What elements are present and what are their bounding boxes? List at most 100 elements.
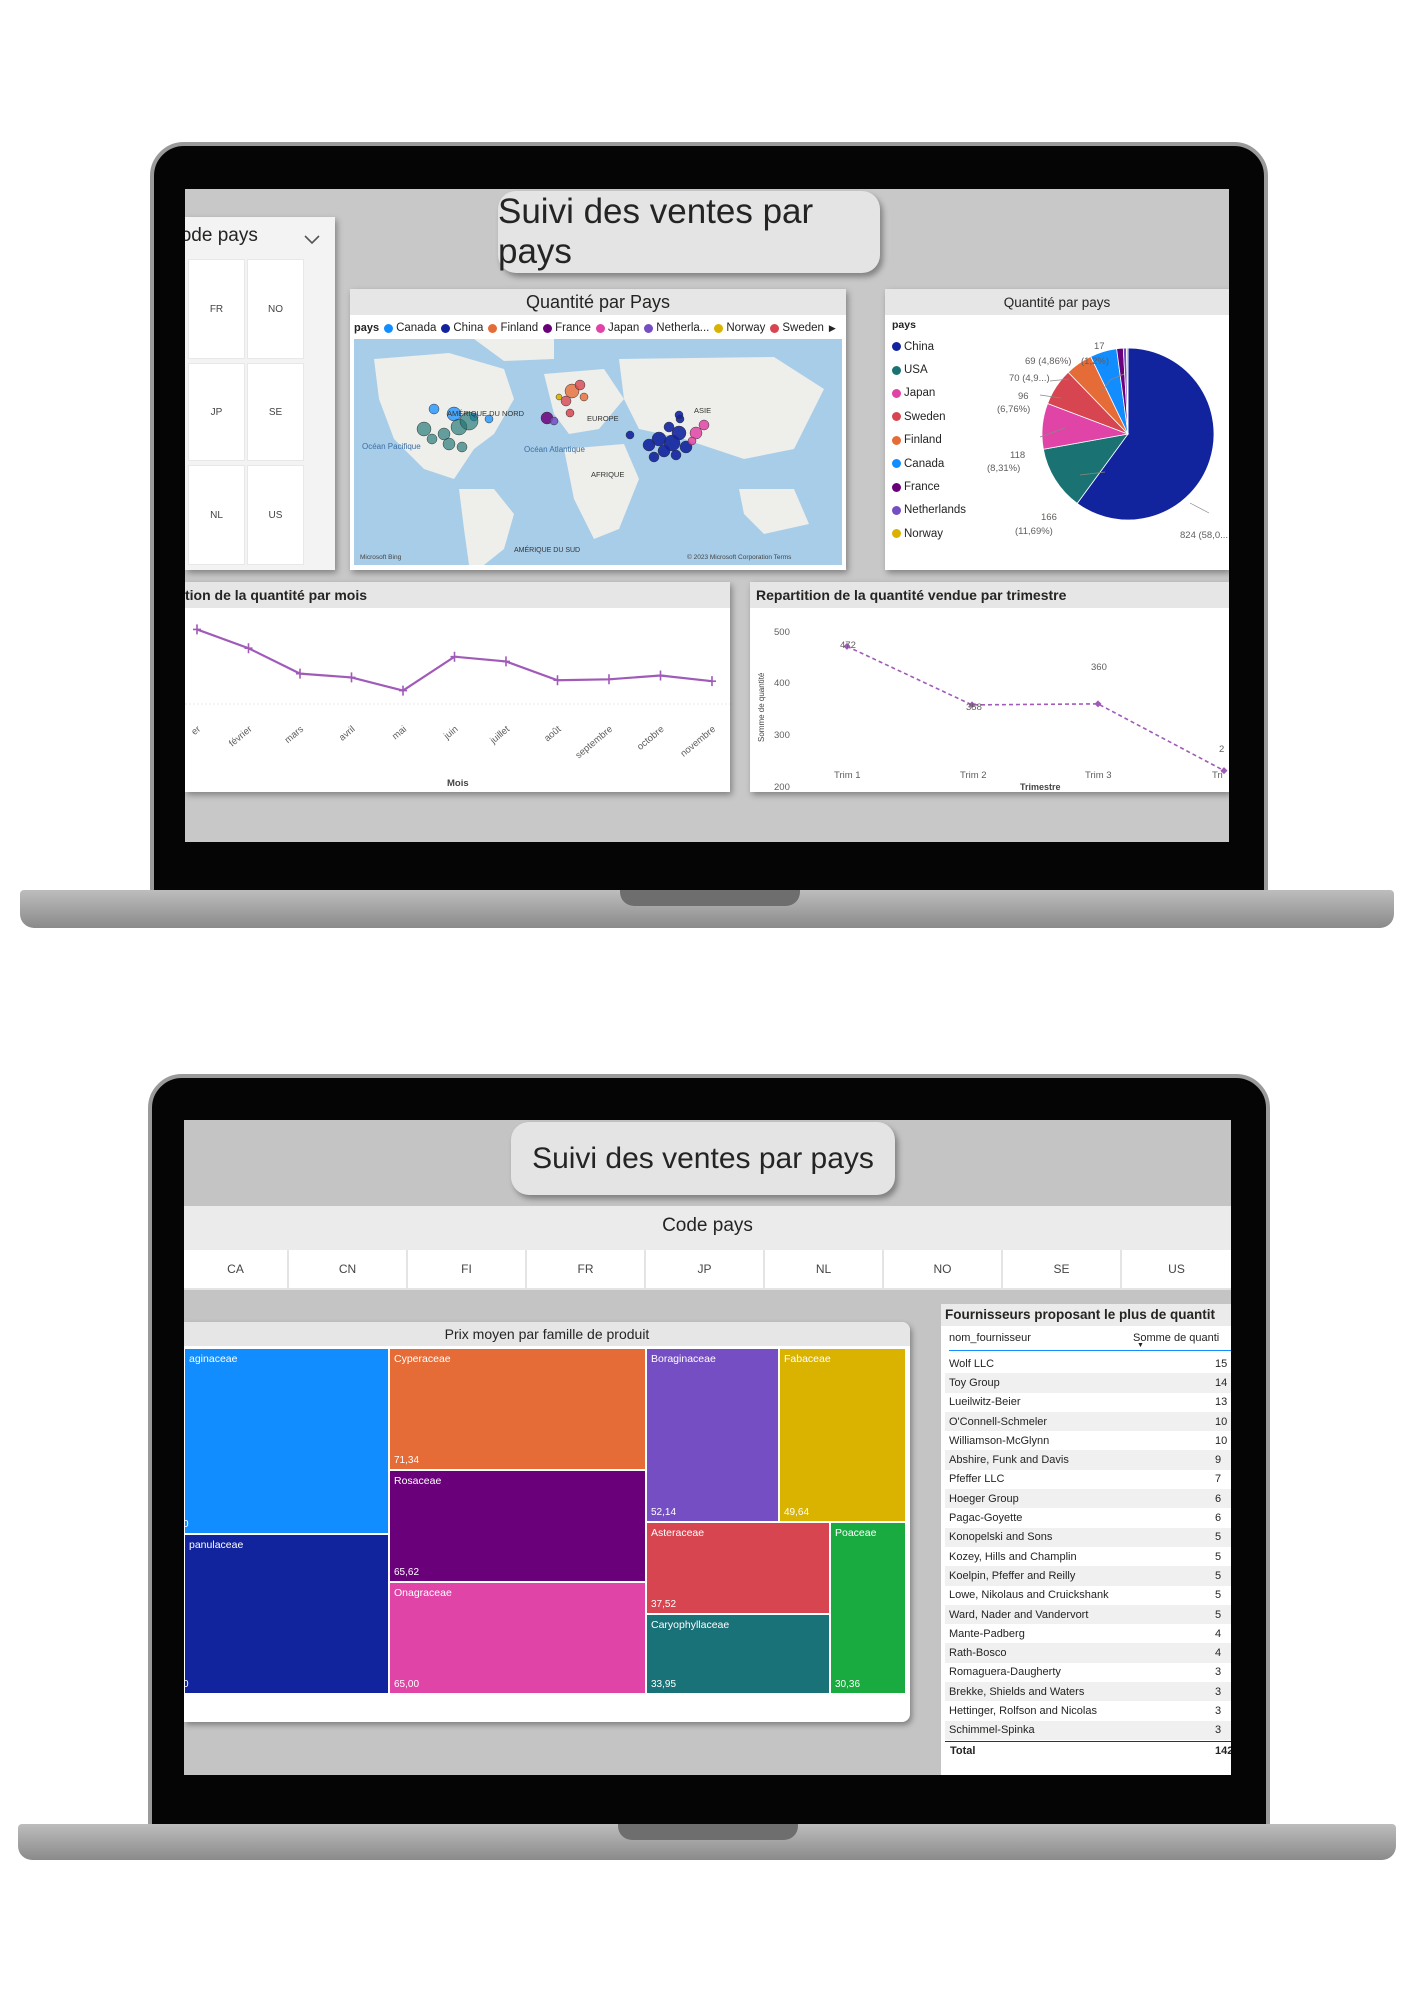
map-bubble[interactable] <box>574 379 586 391</box>
line-marker[interactable] <box>656 670 665 681</box>
line-marker[interactable] <box>605 674 613 685</box>
table-row[interactable]: O'Connell-Schmeler 10 <box>945 1411 1231 1432</box>
slicer-code-no[interactable]: NO <box>247 259 304 359</box>
pie-legend-china[interactable]: China <box>892 335 966 358</box>
table-row[interactable]: Lowe, Nikolaus and Cruickshank 5 <box>945 1585 1231 1605</box>
quarter-marker[interactable] <box>968 701 976 709</box>
map-bubble[interactable] <box>426 433 438 445</box>
pie-legend-sweden[interactable]: Sweden <box>892 405 966 428</box>
map-bubble[interactable] <box>687 436 697 446</box>
legend-japan[interactable]: Japan <box>595 322 639 334</box>
map-bubble[interactable] <box>459 411 479 431</box>
quarter-marker[interactable] <box>843 642 851 650</box>
slicer-code-us[interactable]: US <box>247 465 304 565</box>
map-bubble[interactable] <box>625 430 635 440</box>
slicer-code-se[interactable]: SE <box>247 363 304 461</box>
pie-slice-norway[interactable] <box>1126 347 1129 435</box>
pie-legend-finland[interactable]: Finland <box>892 429 966 452</box>
table-row[interactable]: Rath-Bosco 4 <box>945 1643 1231 1663</box>
table-row[interactable]: Pagac-Goyette 6 <box>945 1508 1231 1528</box>
pie-legend-usa[interactable]: USA <box>892 358 966 381</box>
map-bubble[interactable] <box>565 408 575 418</box>
slicer-code-nl[interactable]: NL <box>188 465 245 565</box>
map-bubble[interactable] <box>698 419 710 431</box>
code-fi[interactable]: FI <box>408 1250 527 1288</box>
table-row[interactable]: Koelpin, Pfeffer and Reilly 5 <box>945 1566 1231 1586</box>
line-marker[interactable] <box>399 685 407 696</box>
treemap-cell-boraginaceae[interactable]: Boraginaceae 52,14 <box>646 1348 779 1522</box>
code-nl[interactable]: NL <box>765 1250 884 1288</box>
line-marker[interactable] <box>502 656 510 667</box>
pie-legend-canada[interactable]: Canada <box>892 452 966 475</box>
map-bubble[interactable] <box>549 416 559 426</box>
line-marker[interactable] <box>244 643 253 654</box>
line-marker[interactable] <box>296 668 304 679</box>
treemap[interactable]: aginaceae 0 panulaceae 0 Cyperaceae 71,3… <box>184 1348 906 1694</box>
treemap-cell-asteraceae[interactable]: Asteraceae 37,52 <box>646 1522 830 1614</box>
code-ca[interactable]: CA <box>184 1250 289 1288</box>
line-marker[interactable] <box>347 672 356 683</box>
table-row[interactable]: Romaguera-Daugherty 3 <box>945 1662 1231 1683</box>
table-row[interactable]: Lueilwitz-Beier 13 <box>945 1392 1231 1412</box>
pie-slice-china[interactable] <box>1076 347 1215 521</box>
code-no[interactable]: NO <box>884 1250 1003 1288</box>
line-marker[interactable] <box>553 675 562 686</box>
map-bubble[interactable] <box>560 395 572 407</box>
treemap-cell-cyperaceae[interactable]: Cyperaceae 71,34 <box>389 1348 646 1470</box>
pie-legend-japan[interactable]: Japan <box>892 382 966 405</box>
monthly-line-chart[interactable]: er février mars avril mai juin juillet août sept… <box>185 608 730 792</box>
legend-sweden[interactable]: Sweden <box>770 322 824 334</box>
treemap-cell-onagraceae[interactable]: Onagraceae 65,00 <box>389 1582 646 1694</box>
map-bubble[interactable] <box>671 425 687 441</box>
table-row[interactable]: Kozey, Hills and Champlin 5 <box>945 1546 1231 1567</box>
treemap-cell-fabaceae[interactable]: Fabaceae 49,64 <box>779 1348 906 1522</box>
map-bubble[interactable] <box>484 414 494 424</box>
chevron-down-icon[interactable] <box>303 233 321 251</box>
map-bubble[interactable] <box>674 410 684 420</box>
code-jp[interactable]: JP <box>646 1250 765 1288</box>
code-cn[interactable]: CN <box>289 1250 408 1288</box>
quarterly-line-chart[interactable]: Somme de quantité 500 400 300 200 472 35… <box>750 608 1229 792</box>
treemap-cell-caryophyllaceae[interactable]: Caryophyllaceae 33,95 <box>646 1614 830 1694</box>
quarter-marker[interactable] <box>1220 767 1228 775</box>
sort-desc-icon[interactable]: ▼ <box>1137 1342 1144 1349</box>
map-bubble[interactable] <box>437 427 451 441</box>
map-bubble[interactable] <box>555 393 563 401</box>
quarter-marker[interactable] <box>1094 700 1102 708</box>
treemap-cell-poaceae[interactable]: Poaceae 30,36 <box>830 1522 906 1694</box>
table-row[interactable]: Abshire, Funk and Davis 9 <box>945 1450 1231 1470</box>
table-row[interactable]: Hoeger Group 6 <box>945 1489 1231 1509</box>
code-se[interactable]: SE <box>1003 1250 1122 1288</box>
map-bubble[interactable] <box>648 451 660 463</box>
world-map[interactable]: AMÉRIQUE DU NORD EUROPE ASIE AFRIQUE AMÉ… <box>354 339 842 565</box>
monthly-line-visual[interactable]: tion de la quantité par mois er février ma… <box>185 582 730 792</box>
code-us[interactable]: US <box>1122 1250 1231 1288</box>
map-bubble[interactable] <box>663 421 675 433</box>
line-marker[interactable] <box>708 676 716 687</box>
treemap-cell-1[interactable]: aginaceae 0 <box>184 1348 389 1534</box>
suppliers-table-visual[interactable]: Fournisseurs proposant le plus de quanti… <box>941 1304 1231 1775</box>
table-row[interactable]: Hettinger, Rolfson and Nicolas 3 <box>945 1701 1231 1721</box>
pie-legend-france[interactable]: France <box>892 475 966 498</box>
map-bubble[interactable] <box>579 392 589 402</box>
legend-finland[interactable]: Finland <box>488 322 538 334</box>
pie-slice-usa[interactable] <box>1042 433 1129 504</box>
map-bubble[interactable] <box>416 421 432 437</box>
table-row[interactable]: Schimmel-Spinka 3 <box>945 1720 1231 1740</box>
legend-next-icon[interactable]: ▶ <box>828 322 836 333</box>
map-bubble[interactable] <box>642 438 656 452</box>
table-row[interactable]: Toy Group 14 <box>945 1373 1231 1393</box>
legend-china[interactable]: China <box>441 322 483 334</box>
quarterly-line-visual[interactable]: Repartition de la quantité vendue par tr… <box>750 582 1229 792</box>
pie-chart[interactable]: 17 69 (4,86%) (1,2%) 70 (4,9...) 96 (6,7… <box>885 315 1229 570</box>
map-bubble[interactable] <box>657 444 671 458</box>
table-row[interactable]: Konopelski and Sons 5 <box>945 1527 1231 1547</box>
slicer-code-jp[interactable]: JP <box>188 363 245 461</box>
treemap-cell-rosaceae[interactable]: Rosaceae 65,62 <box>389 1470 646 1582</box>
legend-norway[interactable]: Norway <box>714 322 765 334</box>
map-bubble[interactable] <box>689 426 703 440</box>
pie-legend-netherlands[interactable]: Netherlands <box>892 499 966 522</box>
table-row[interactable]: Pfeffer LLC 7 <box>945 1469 1231 1490</box>
col-header-supplier[interactable]: nom_fournisseur <box>949 1332 1031 1344</box>
line-marker[interactable] <box>450 651 459 662</box>
